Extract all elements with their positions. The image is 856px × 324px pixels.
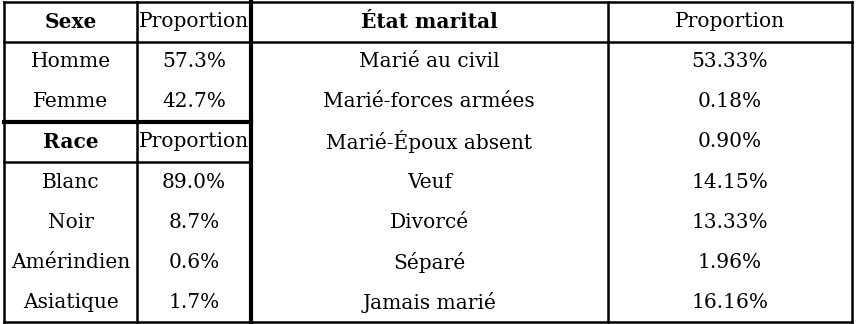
Text: Proportion: Proportion — [139, 133, 249, 151]
Text: 13.33%: 13.33% — [692, 213, 768, 232]
Text: Femme: Femme — [33, 92, 108, 111]
Text: Veuf: Veuf — [407, 173, 452, 191]
Text: Séparé: Séparé — [393, 252, 466, 273]
Text: 1.7%: 1.7% — [169, 293, 219, 312]
Text: Proportion: Proportion — [139, 12, 249, 31]
Text: Proportion: Proportion — [675, 12, 785, 31]
Text: 8.7%: 8.7% — [169, 213, 219, 232]
Text: Divorcé: Divorcé — [389, 213, 469, 232]
Text: État marital: État marital — [361, 12, 497, 32]
Text: Marié-forces armées: Marié-forces armées — [324, 92, 535, 111]
Text: 0.6%: 0.6% — [169, 253, 219, 272]
Text: 53.33%: 53.33% — [692, 52, 768, 71]
Text: 16.16%: 16.16% — [692, 293, 768, 312]
Text: Marié au civil: Marié au civil — [359, 52, 500, 71]
Text: Amérindien: Amérindien — [11, 253, 130, 272]
Text: Blanc: Blanc — [42, 173, 99, 191]
Text: 89.0%: 89.0% — [162, 173, 226, 191]
Text: Sexe: Sexe — [45, 12, 97, 32]
Text: 42.7%: 42.7% — [162, 92, 226, 111]
Text: 0.90%: 0.90% — [698, 133, 762, 151]
Text: Marié-Époux absent: Marié-Époux absent — [326, 131, 532, 154]
Text: 57.3%: 57.3% — [162, 52, 226, 71]
Text: 1.96%: 1.96% — [698, 253, 762, 272]
Text: Race: Race — [43, 132, 98, 152]
Text: Jamais marié: Jamais marié — [362, 292, 496, 313]
Text: 14.15%: 14.15% — [692, 173, 768, 191]
Text: Asiatique: Asiatique — [23, 293, 118, 312]
Text: Noir: Noir — [48, 213, 93, 232]
Text: Homme: Homme — [31, 52, 110, 71]
Text: 0.18%: 0.18% — [698, 92, 762, 111]
